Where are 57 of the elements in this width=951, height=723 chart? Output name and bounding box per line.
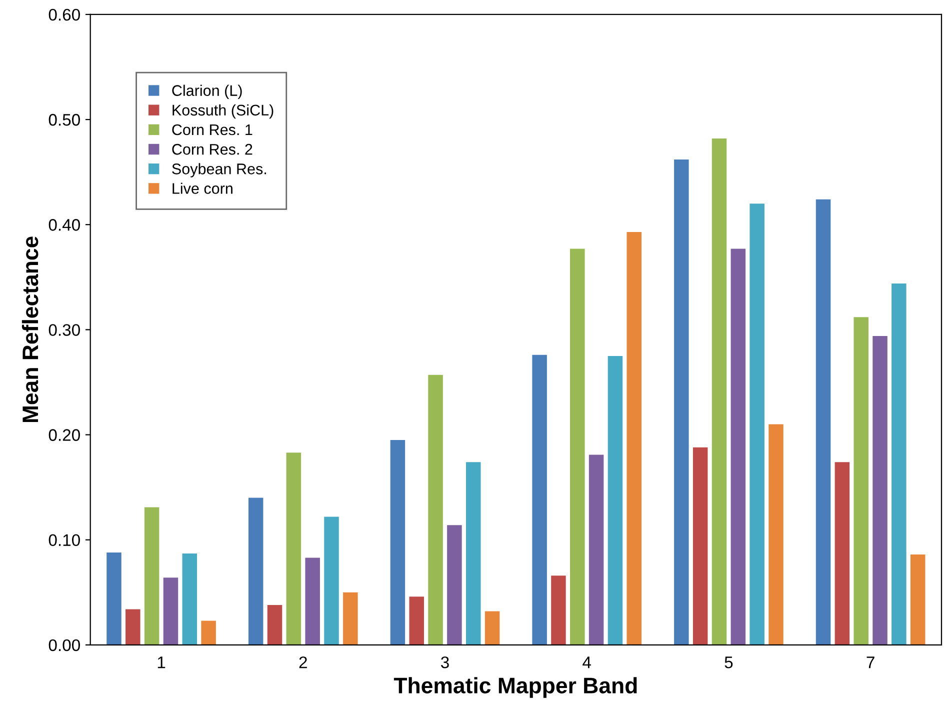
legend-label: Corn Res. 2: [172, 144, 252, 155]
bar: [692, 447, 708, 645]
legend-label: Kossuth (SiCL): [172, 104, 274, 119]
bar: [834, 462, 850, 645]
bar: [551, 576, 566, 645]
y-tick-label: 0.00: [48, 639, 80, 652]
bar: [532, 354, 547, 645]
bar: [201, 620, 216, 645]
y-tick-label: 0.10: [48, 534, 80, 546]
bar: [466, 462, 481, 645]
legend-label: Corn Res. 1: [172, 124, 252, 136]
bar: [390, 440, 406, 645]
bar: [248, 498, 264, 645]
bar: [892, 283, 906, 645]
x-tick-label: 7: [866, 656, 874, 668]
bar: [428, 374, 443, 645]
legend-label: Clarion (L): [172, 84, 242, 99]
x-axis-title: Thematic Mapper Band: [394, 677, 637, 698]
bar: [570, 248, 585, 645]
y-tick-label: 0.30: [48, 324, 80, 336]
x-tick-label: 1: [158, 656, 166, 668]
bar: [712, 138, 727, 645]
bar: [324, 516, 339, 645]
x-tick-label: 2: [299, 656, 307, 668]
bar: [343, 592, 358, 645]
bar: [409, 596, 424, 645]
bar: [126, 609, 140, 645]
bar: [286, 452, 302, 645]
bar: [588, 454, 604, 645]
bar: [910, 554, 926, 645]
x-tick-label: 5: [724, 656, 733, 668]
bar: [816, 199, 831, 645]
bar: [267, 604, 282, 645]
bar: [750, 204, 764, 645]
y-axis-title: Mean Reflectance: [22, 236, 38, 422]
bar: [674, 159, 689, 645]
x-tick-label: 3: [440, 656, 449, 668]
legend-label: Soybean Res.: [172, 163, 266, 178]
bar: [730, 248, 746, 645]
legend-label: Live corn: [172, 182, 232, 194]
bar: [608, 356, 623, 645]
bar: [305, 558, 320, 645]
bar: [768, 424, 784, 645]
bar: [182, 554, 198, 645]
bar: [854, 317, 868, 645]
y-tick-label: 0.40: [48, 219, 80, 231]
y-tick-label: 0.50: [48, 114, 80, 126]
bar: [484, 611, 500, 645]
x-tick-label: 4: [582, 656, 591, 668]
bar: [626, 232, 642, 645]
bar: [447, 525, 462, 645]
bar: [106, 552, 122, 645]
bar: [144, 507, 160, 645]
y-tick-label: 0.60: [48, 8, 80, 21]
bar: [872, 336, 888, 645]
bar: [163, 578, 178, 645]
y-tick-label: 0.20: [48, 429, 80, 441]
